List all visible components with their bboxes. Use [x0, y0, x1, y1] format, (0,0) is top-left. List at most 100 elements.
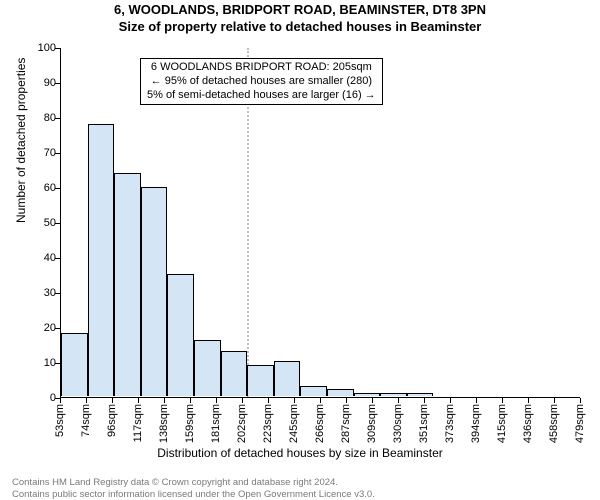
histogram-bar — [114, 173, 141, 396]
x-tick-label: 245sqm — [288, 404, 300, 443]
histogram-bar — [194, 340, 221, 396]
x-tick: 309sqm — [372, 398, 377, 403]
x-tick-label: 181sqm — [210, 404, 222, 443]
y-tick-mark — [55, 293, 60, 294]
x-tick-mark — [450, 398, 451, 403]
x-tick-mark — [424, 398, 425, 403]
annotation-line: 6 WOODLANDS BRIDPORT ROAD: 205sqm — [147, 61, 376, 75]
y-tick-label: 60 — [26, 182, 56, 194]
y-tick-label: 0 — [26, 392, 56, 404]
x-tick: 202sqm — [242, 398, 247, 403]
x-tick: 74sqm — [86, 398, 91, 403]
x-tick-label: 74sqm — [80, 404, 92, 437]
annotation-line: 5% of semi-detached houses are larger (1… — [147, 89, 376, 103]
x-tick-mark — [346, 398, 347, 403]
x-tick: 415sqm — [502, 398, 507, 403]
x-tick: 351sqm — [424, 398, 429, 403]
x-tick-label: 394sqm — [470, 404, 482, 443]
y-tick-mark — [55, 223, 60, 224]
plot-frame: 6 WOODLANDS BRIDPORT ROAD: 205sqm← 95% o… — [60, 48, 580, 398]
x-tick: 181sqm — [216, 398, 221, 403]
x-tick: 223sqm — [268, 398, 273, 403]
x-tick-mark — [294, 398, 295, 403]
histogram-bar — [61, 333, 88, 396]
chart-container: 6, WOODLANDS, BRIDPORT ROAD, BEAMINSTER,… — [0, 2, 600, 500]
x-tick-label: 159sqm — [184, 404, 196, 443]
x-tick: 138sqm — [164, 398, 169, 403]
x-tick: 458sqm — [554, 398, 559, 403]
attribution-line-1: Contains HM Land Registry data © Crown c… — [12, 477, 588, 488]
y-tick-label: 70 — [26, 147, 56, 159]
y-tick-mark — [55, 48, 60, 49]
y-tick-mark — [55, 258, 60, 259]
histogram-bar — [247, 365, 274, 396]
annotation-box: 6 WOODLANDS BRIDPORT ROAD: 205sqm← 95% o… — [140, 58, 383, 105]
x-tick: 266sqm — [320, 398, 325, 403]
y-tick-mark — [55, 83, 60, 84]
attribution-line-2: Contains public sector information licen… — [12, 489, 588, 500]
x-tick-label: 373sqm — [444, 404, 456, 443]
x-axis-label: Distribution of detached houses by size … — [0, 446, 600, 460]
x-tick-label: 266sqm — [314, 404, 326, 443]
chart-title: 6, WOODLANDS, BRIDPORT ROAD, BEAMINSTER,… — [0, 2, 600, 17]
x-tick: 479sqm — [580, 398, 585, 403]
x-tick-label: 479sqm — [574, 404, 586, 443]
x-tick-mark — [528, 398, 529, 403]
y-tick-label: 10 — [26, 357, 56, 369]
histogram-bar — [141, 187, 168, 396]
x-tick-mark — [190, 398, 191, 403]
x-tick: 373sqm — [450, 398, 455, 403]
x-tick-label: 53sqm — [54, 404, 66, 437]
histogram-bar — [88, 124, 115, 396]
x-tick-mark — [86, 398, 87, 403]
x-tick-label: 436sqm — [522, 404, 534, 443]
annotation-line: ← 95% of detached houses are smaller (28… — [147, 75, 376, 89]
y-tick-label: 50 — [26, 217, 56, 229]
y-tick-label: 100 — [26, 42, 56, 54]
y-tick-label: 90 — [26, 77, 56, 89]
x-tick-label: 458sqm — [548, 404, 560, 443]
x-tick-mark — [138, 398, 139, 403]
x-tick-mark — [398, 398, 399, 403]
x-tick-mark — [580, 398, 581, 403]
x-tick: 117sqm — [138, 398, 143, 403]
x-tick-label: 330sqm — [392, 404, 404, 443]
x-tick: 287sqm — [346, 398, 351, 403]
histogram-bar — [300, 386, 327, 396]
y-tick-mark — [55, 188, 60, 189]
y-tick-mark — [55, 363, 60, 364]
y-tick-label: 30 — [26, 287, 56, 299]
x-tick-label: 117sqm — [132, 404, 144, 442]
x-tick-mark — [502, 398, 503, 403]
x-tick-mark — [476, 398, 477, 403]
y-tick-mark — [55, 118, 60, 119]
y-tick-label: 80 — [26, 112, 56, 124]
x-tick-mark — [164, 398, 165, 403]
x-tick-mark — [554, 398, 555, 403]
y-tick-mark — [55, 328, 60, 329]
plot-area: 6 WOODLANDS BRIDPORT ROAD: 205sqm← 95% o… — [60, 48, 580, 398]
x-tick: 394sqm — [476, 398, 481, 403]
histogram-bar — [380, 393, 407, 396]
x-tick-label: 309sqm — [366, 404, 378, 443]
x-tick-mark — [216, 398, 217, 403]
x-tick-mark — [242, 398, 243, 403]
histogram-bar — [274, 361, 301, 396]
x-tick-mark — [320, 398, 321, 403]
histogram-bar — [354, 393, 381, 396]
x-tick-mark — [268, 398, 269, 403]
y-tick-label: 20 — [26, 322, 56, 334]
x-tick: 245sqm — [294, 398, 299, 403]
x-tick: 159sqm — [190, 398, 195, 403]
x-tick-label: 96sqm — [106, 404, 118, 437]
histogram-bar — [167, 274, 194, 396]
x-tick-label: 351sqm — [418, 404, 430, 443]
x-tick-label: 138sqm — [158, 404, 170, 443]
y-tick-label: 40 — [26, 252, 56, 264]
x-tick-label: 415sqm — [496, 404, 508, 443]
x-tick: 96sqm — [112, 398, 117, 403]
histogram-bar — [407, 393, 434, 396]
x-tick: 330sqm — [398, 398, 403, 403]
x-tick-label: 202sqm — [236, 404, 248, 443]
chart-subtitle: Size of property relative to detached ho… — [0, 19, 600, 34]
